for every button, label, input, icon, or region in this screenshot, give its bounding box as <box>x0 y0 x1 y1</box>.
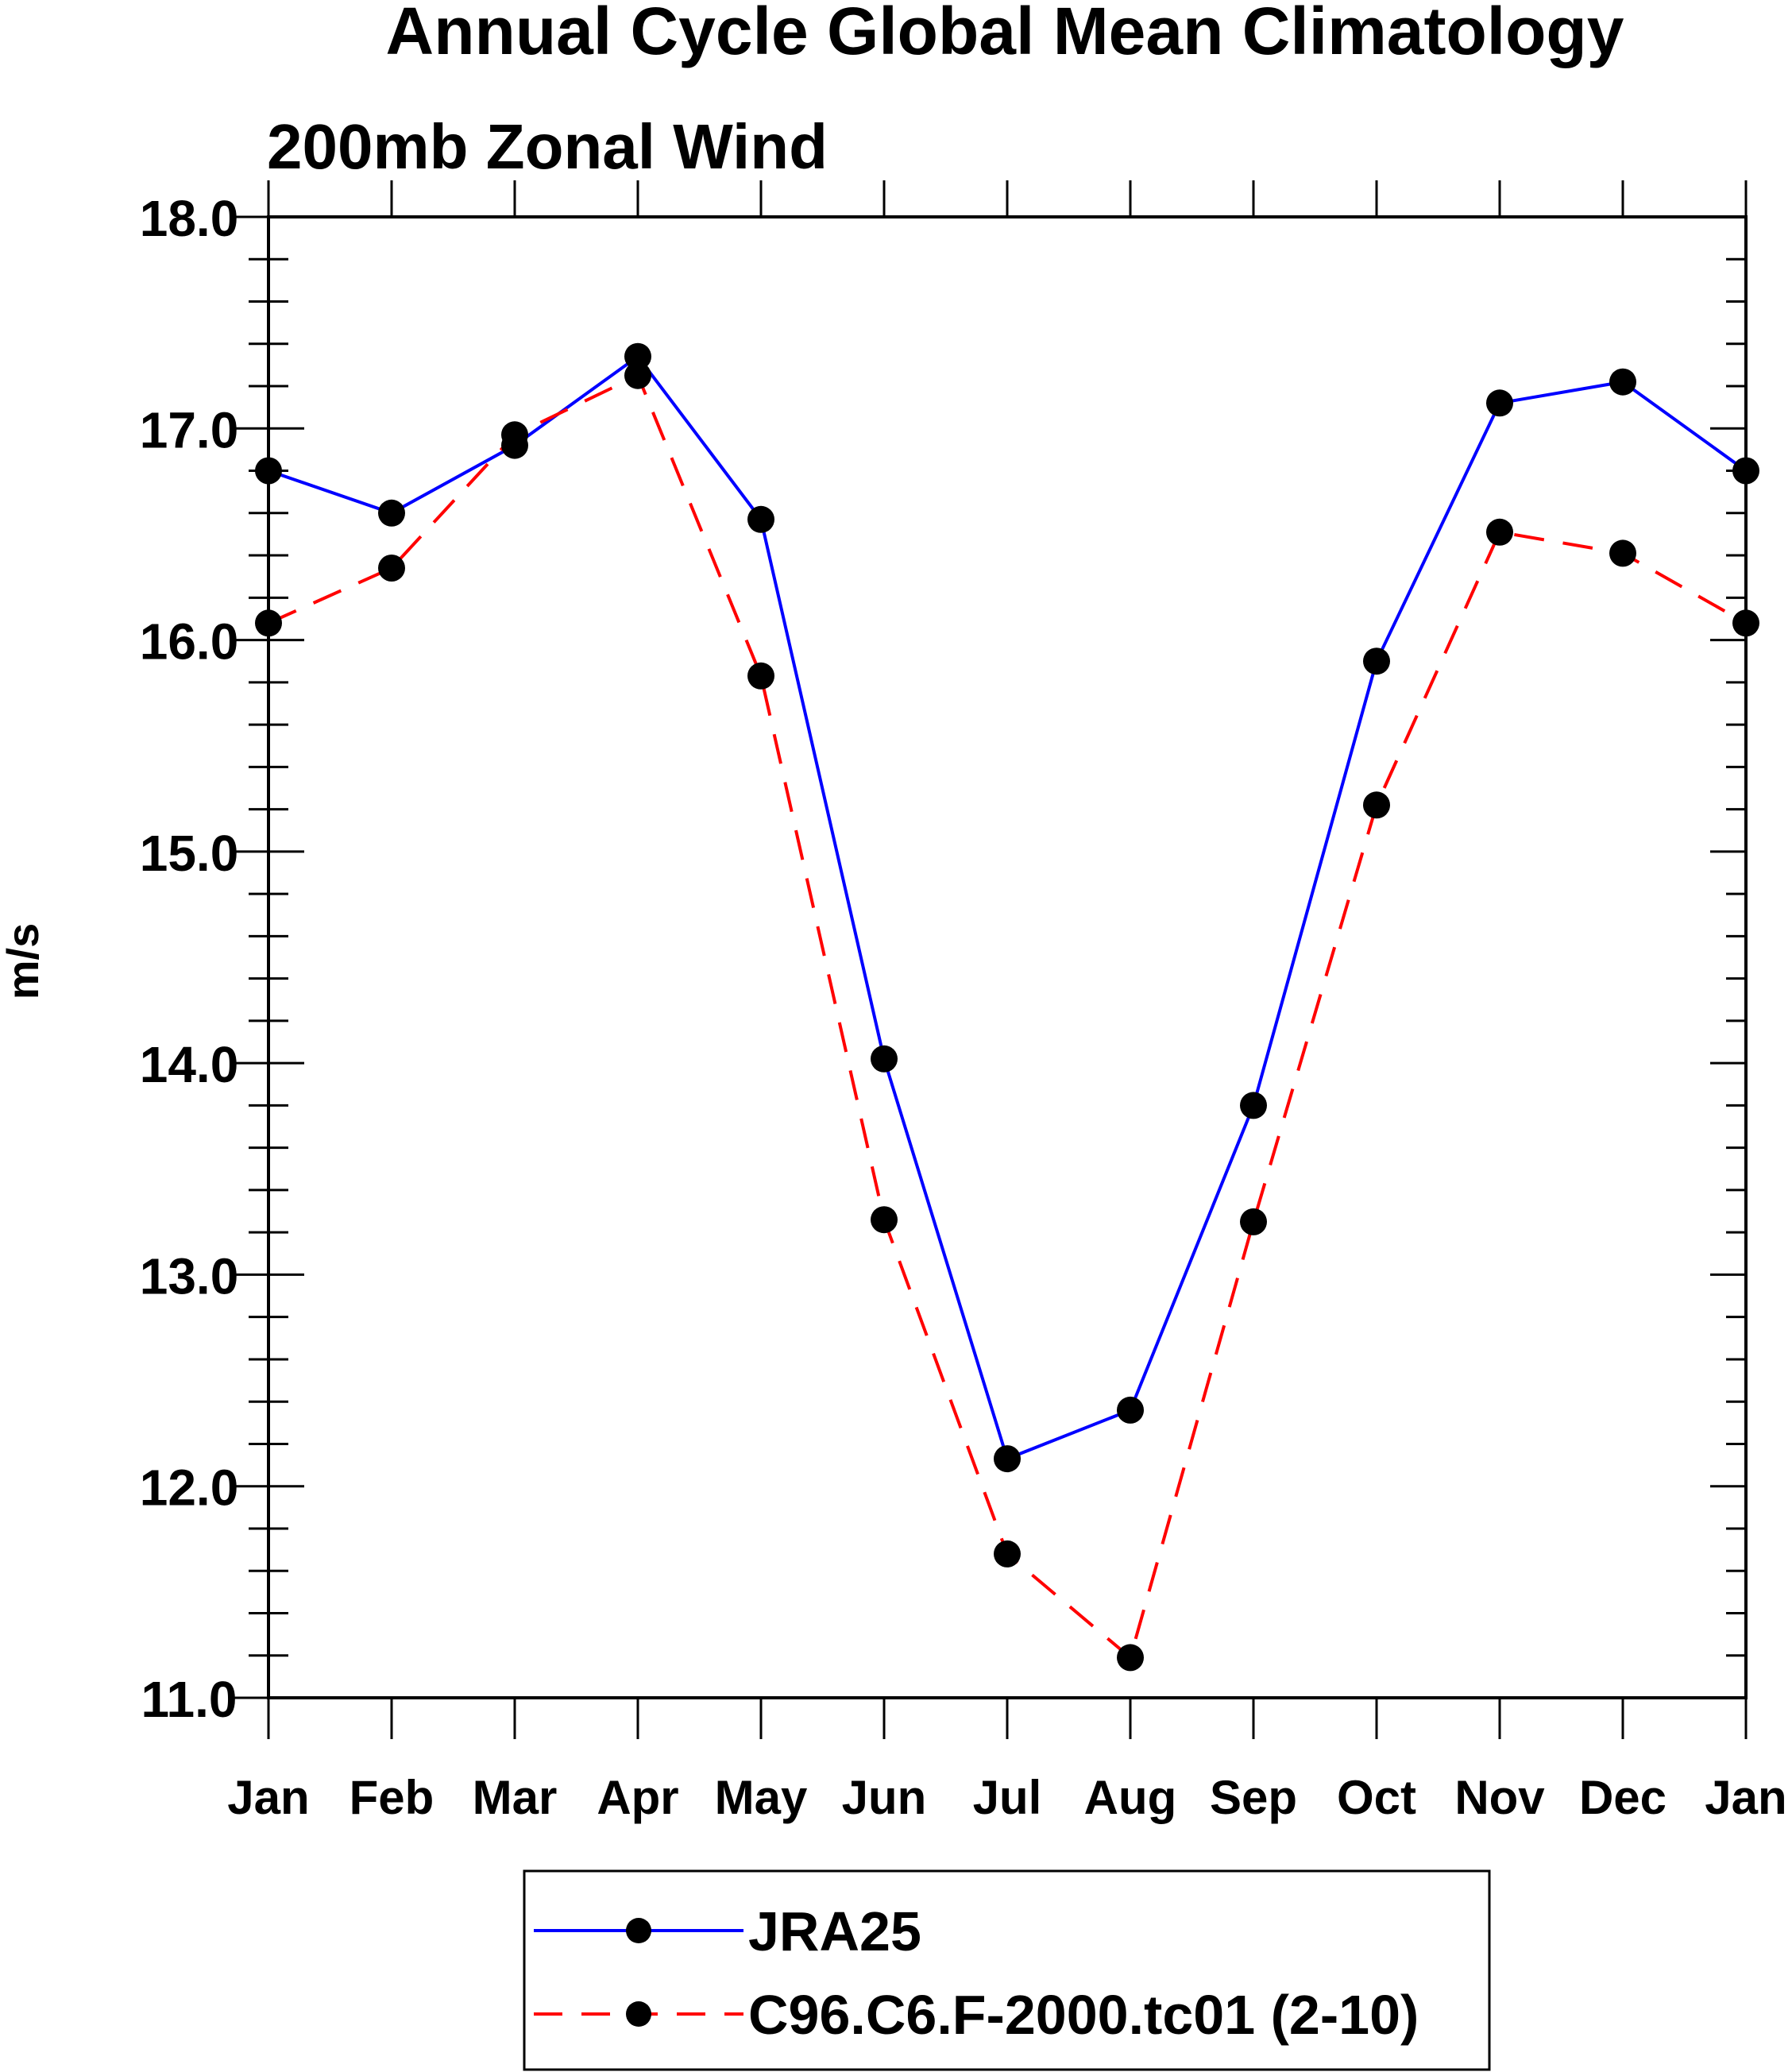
data-point-c96 <box>378 555 405 582</box>
legend-marker-jra25 <box>626 1918 651 1943</box>
data-point-jra25 <box>871 1045 898 1073</box>
data-point-jra25 <box>624 342 651 370</box>
data-point-c96 <box>1363 791 1390 819</box>
y-tick-label: 14.0 <box>140 1036 239 1093</box>
x-tick-label: Oct <box>1337 1771 1416 1824</box>
data-point-jra25 <box>1609 368 1636 396</box>
x-tick-label: Apr <box>597 1771 678 1824</box>
x-tick-label: May <box>715 1771 808 1824</box>
data-point-jra25 <box>378 499 405 527</box>
data-point-c96 <box>1117 1644 1144 1672</box>
legend: JRA25 C96.C6.F-2000.tc01 (2-10) <box>523 1869 1491 2071</box>
legend-marker-c96 <box>626 2001 651 2027</box>
legend-box <box>523 1869 1491 2071</box>
x-tick-label: Jul <box>973 1771 1042 1824</box>
data-point-c96 <box>871 1206 898 1234</box>
y-tick-label: 17.0 <box>140 401 239 458</box>
y-tick-label: 18.0 <box>140 190 239 247</box>
x-tick-label: Mar <box>473 1771 558 1824</box>
x-tick-label: Nov <box>1454 1771 1545 1824</box>
data-point-c96 <box>1486 518 1513 546</box>
x-tick-label: Dec <box>1579 1771 1666 1824</box>
series-line-jra25 <box>268 354 1748 1461</box>
y-tick-label: 15.0 <box>140 825 239 882</box>
data-point-c96 <box>1609 539 1636 567</box>
data-point-jra25 <box>1486 389 1513 417</box>
data-point-jra25 <box>1240 1092 1267 1119</box>
x-tick-label: Feb <box>350 1771 434 1824</box>
x-tick-label: Jan <box>227 1771 309 1824</box>
data-point-jra25 <box>1117 1396 1144 1424</box>
tick-labels: 11.0 12.0 13.0 14.0 15.0 16.0 17.0 18.0 Jan Feb Ma… <box>140 190 1787 1824</box>
data-point-c96 <box>994 1540 1021 1568</box>
x-tick-label: Sep <box>1210 1771 1297 1824</box>
y-tick-label: 13.0 <box>140 1247 239 1305</box>
series-layer <box>255 342 1759 1672</box>
data-point-c96 <box>624 361 651 389</box>
data-point-c96 <box>501 421 528 449</box>
legend-label-jra25: JRA25 <box>748 1900 921 1962</box>
x-tick-label: Aug <box>1084 1771 1177 1824</box>
x-tick-label: Jan <box>1705 1771 1786 1824</box>
data-point-c96 <box>1240 1208 1267 1235</box>
plot-frame <box>267 215 1748 1699</box>
y-axis-label: m/s <box>0 923 48 1000</box>
data-point-jra25 <box>1363 648 1390 675</box>
data-point-jra25 <box>747 505 774 533</box>
y-tick-label: 11.0 <box>141 1671 237 1728</box>
chart-title: Annual Cycle Global Mean Climatology <box>386 0 1624 68</box>
chart-subtitle: 200mb Zonal Wind <box>267 111 828 182</box>
legend-label-c96: C96.C6.F-2000.tc01 (2-10) <box>748 1984 1419 2046</box>
data-point-jra25 <box>994 1445 1021 1473</box>
x-tick-label: Jun <box>842 1771 927 1824</box>
y-tick-label: 16.0 <box>140 613 239 671</box>
y-tick-label: 12.0 <box>140 1459 239 1517</box>
data-point-c96 <box>747 662 774 690</box>
